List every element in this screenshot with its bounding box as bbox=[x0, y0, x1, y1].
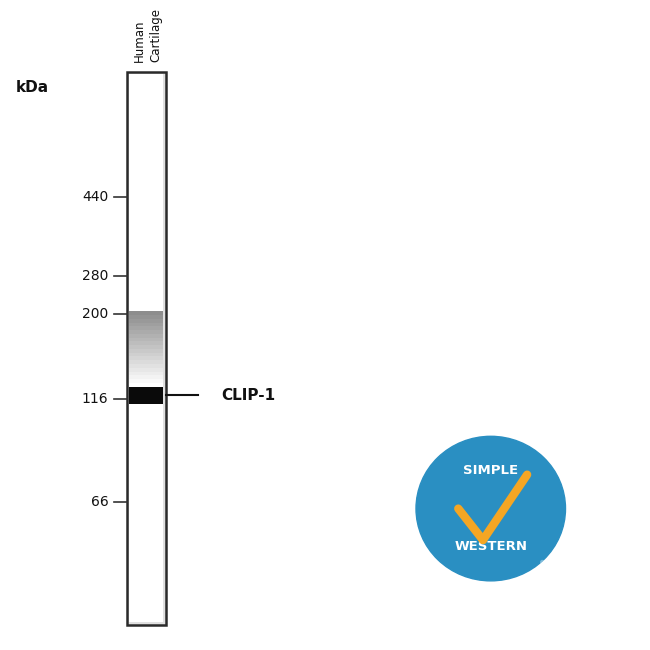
Bar bbox=[129, 322, 163, 326]
Bar bbox=[129, 330, 163, 334]
Bar bbox=[129, 364, 163, 368]
Text: 440: 440 bbox=[83, 190, 109, 205]
Text: 116: 116 bbox=[82, 391, 109, 406]
Bar bbox=[129, 383, 163, 387]
Text: Human: Human bbox=[133, 20, 146, 62]
Bar bbox=[129, 345, 163, 349]
Bar bbox=[129, 353, 163, 356]
Bar bbox=[129, 337, 163, 341]
Bar bbox=[127, 72, 166, 625]
Bar bbox=[129, 334, 163, 337]
Text: 200: 200 bbox=[83, 307, 109, 320]
Text: Cartilage: Cartilage bbox=[150, 8, 162, 62]
Bar bbox=[129, 356, 163, 360]
Text: 66: 66 bbox=[91, 495, 109, 510]
Bar bbox=[129, 368, 163, 372]
Text: kDa: kDa bbox=[16, 80, 49, 95]
Bar bbox=[129, 379, 163, 383]
Bar bbox=[129, 387, 163, 404]
Bar bbox=[129, 311, 163, 315]
Bar bbox=[129, 372, 163, 375]
Bar bbox=[129, 360, 163, 364]
Text: SIMPLE: SIMPLE bbox=[463, 465, 518, 478]
Bar bbox=[129, 349, 163, 353]
Text: © 2014: © 2014 bbox=[537, 559, 561, 574]
Text: CLIP-1: CLIP-1 bbox=[221, 388, 275, 403]
Bar bbox=[129, 375, 163, 379]
Bar bbox=[129, 318, 163, 322]
Text: 280: 280 bbox=[82, 269, 109, 283]
Bar bbox=[129, 341, 163, 345]
Bar bbox=[129, 74, 163, 622]
Circle shape bbox=[416, 436, 566, 581]
Text: WESTERN: WESTERN bbox=[454, 540, 527, 552]
Bar bbox=[129, 315, 163, 318]
Bar bbox=[129, 326, 163, 330]
